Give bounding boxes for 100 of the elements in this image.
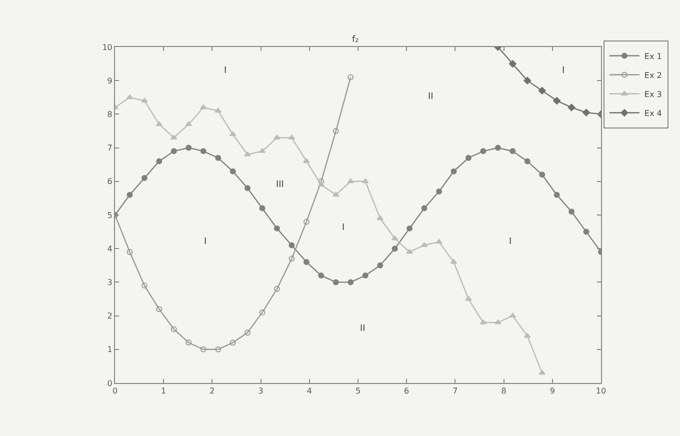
point xyxy=(494,144,501,151)
annotation: I xyxy=(342,223,345,233)
y-tick-label: 3 xyxy=(107,278,112,287)
y-tick-label: 4 xyxy=(107,244,112,254)
point xyxy=(200,346,206,352)
point xyxy=(303,259,310,266)
point xyxy=(332,279,339,286)
point xyxy=(141,98,148,103)
legend-label: Ex 4 xyxy=(644,108,662,118)
point xyxy=(200,148,206,154)
point xyxy=(303,158,310,163)
point xyxy=(539,172,546,178)
annotation: I xyxy=(509,237,512,247)
point xyxy=(229,131,236,136)
y-tick-label: 9 xyxy=(107,76,112,86)
point xyxy=(348,279,354,286)
point xyxy=(524,158,530,164)
x-tick-label: 1 xyxy=(161,386,166,396)
point xyxy=(200,104,207,110)
point xyxy=(215,346,222,352)
point xyxy=(215,154,222,161)
point xyxy=(538,370,546,375)
y-tick-label: 2 xyxy=(107,312,112,321)
annotation: II xyxy=(428,92,434,102)
point xyxy=(524,332,531,338)
point xyxy=(450,168,457,174)
point xyxy=(362,272,368,278)
y-tick-label: 6 xyxy=(107,177,112,186)
text: f₂ xyxy=(352,35,360,45)
point xyxy=(377,262,384,268)
point xyxy=(259,309,266,316)
point xyxy=(583,228,590,235)
point xyxy=(170,326,177,332)
annotation: I xyxy=(224,66,227,76)
point xyxy=(509,312,516,318)
point xyxy=(362,178,369,184)
point xyxy=(141,175,148,182)
point xyxy=(318,182,325,187)
point xyxy=(582,108,590,116)
x-tick-label: 5 xyxy=(355,386,361,396)
x-tick-label: 6 xyxy=(404,386,410,396)
point xyxy=(494,320,502,324)
annotation: I xyxy=(562,66,565,76)
x-tick-label: 7 xyxy=(452,386,458,396)
point xyxy=(259,205,266,212)
point xyxy=(126,248,133,255)
point xyxy=(186,340,192,346)
point xyxy=(376,215,384,220)
point xyxy=(126,192,133,198)
point xyxy=(332,192,340,197)
point xyxy=(156,158,162,164)
y-tick-label: 7 xyxy=(107,144,112,153)
point xyxy=(421,205,428,212)
x-tick-label: 2 xyxy=(210,386,215,396)
point xyxy=(274,286,280,292)
point xyxy=(332,128,339,134)
point xyxy=(508,60,516,68)
point xyxy=(274,134,280,140)
point xyxy=(554,192,560,198)
point xyxy=(230,340,236,346)
point xyxy=(538,86,546,94)
point xyxy=(244,185,251,192)
legend-label: Ex 1 xyxy=(644,52,662,61)
point xyxy=(406,225,413,232)
point xyxy=(524,76,532,84)
y-tick-label: 8 xyxy=(107,110,112,119)
point xyxy=(141,282,148,289)
point xyxy=(288,256,295,262)
point xyxy=(156,121,163,126)
y-tick-label: 10 xyxy=(102,42,112,52)
point xyxy=(568,208,575,215)
y-tick-label: 1 xyxy=(107,345,112,354)
point xyxy=(288,242,295,248)
point xyxy=(510,148,516,154)
point xyxy=(274,225,280,232)
point xyxy=(465,154,472,161)
x-tick-label: 10 xyxy=(596,386,606,396)
point xyxy=(318,272,324,278)
point xyxy=(568,104,576,112)
point xyxy=(553,97,561,105)
annotation: III xyxy=(276,180,284,190)
point xyxy=(185,121,192,126)
legend-label: Ex 3 xyxy=(644,90,662,99)
point xyxy=(244,330,251,336)
point xyxy=(244,152,251,156)
annotation: I xyxy=(204,237,207,247)
x-tick-label: 4 xyxy=(306,386,312,396)
x-tick-label: 3 xyxy=(258,386,264,396)
point xyxy=(406,248,413,254)
point xyxy=(186,144,192,151)
x-tick-label: 8 xyxy=(501,386,506,396)
point xyxy=(214,108,222,113)
point xyxy=(303,218,310,225)
point xyxy=(170,134,178,140)
point xyxy=(230,168,236,174)
point xyxy=(126,94,134,100)
point xyxy=(436,188,442,194)
annotation: II xyxy=(360,324,366,334)
y-tick-label: 0 xyxy=(107,378,112,388)
point xyxy=(347,178,354,184)
